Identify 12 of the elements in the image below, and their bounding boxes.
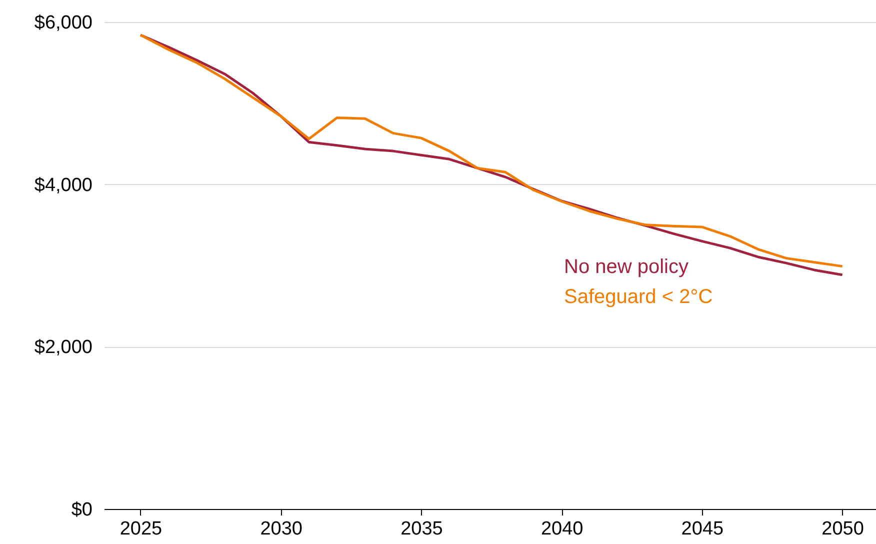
y-tick-label: $0 — [71, 500, 92, 520]
x-tick-label: 2030 — [260, 518, 302, 540]
x-tick-label: 2045 — [681, 518, 724, 540]
x-tick-label: 2050 — [822, 518, 864, 540]
text: Safeguard < 2°C — [564, 286, 713, 308]
series-label: No new policy — [564, 256, 689, 278]
y-tick-label: $6,000 — [34, 12, 92, 34]
x-tick-label: 2035 — [400, 518, 443, 540]
y-tick-label: $4,000 — [34, 174, 92, 196]
y-tick-label: $2,000 — [34, 337, 92, 358]
x-tick-label: 2040 — [540, 518, 584, 540]
x-tick-label: 2025 — [120, 518, 162, 540]
